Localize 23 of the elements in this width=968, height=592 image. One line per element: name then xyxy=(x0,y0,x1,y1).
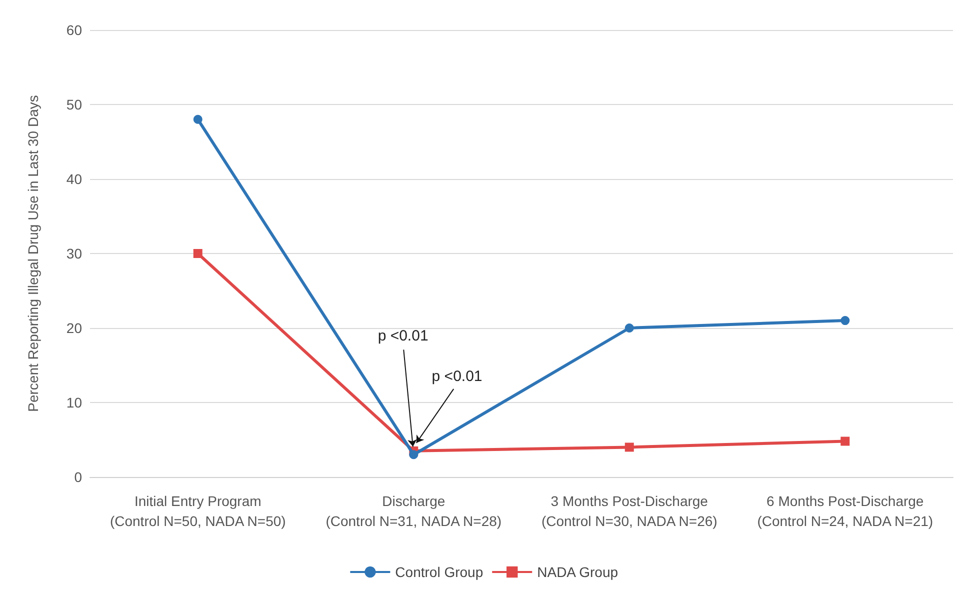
y-tick-label: 60 xyxy=(66,22,82,38)
y-tick-label: 40 xyxy=(66,171,82,187)
legend-label: Control Group xyxy=(395,564,484,580)
y-tick-label: 30 xyxy=(66,246,82,262)
point xyxy=(840,316,850,326)
annotation: p <0.01 xyxy=(378,328,428,345)
y-axis-title: Percent Reporting Illegal Drug Use in Last 30 Days xyxy=(25,95,41,412)
y-tick-label: 10 xyxy=(66,394,82,410)
x-tick-label: Discharge (Control N=31, NADA N=28) xyxy=(326,493,502,529)
point xyxy=(193,114,202,124)
x-tick-label: Initial Entry Program (Control N=50, NADA N=50) xyxy=(110,493,286,529)
x-tick-label: 6 Months Post-Discharge (Control N=24, NADA N=21) xyxy=(757,493,934,529)
point xyxy=(624,324,634,332)
annotation: p <0.01 xyxy=(432,368,482,385)
y-tick-label: 50 xyxy=(66,96,82,112)
point xyxy=(409,450,418,460)
point xyxy=(624,442,634,452)
x-tick-label: 3 Months Post-Discharge (Control N=30, NADA N=26) xyxy=(541,493,718,529)
legend-label: NADA Group xyxy=(537,564,618,580)
y-tick-label: 0 xyxy=(74,469,82,485)
y-tick-label: 20 xyxy=(66,320,82,336)
point xyxy=(840,436,850,446)
point xyxy=(193,249,202,258)
